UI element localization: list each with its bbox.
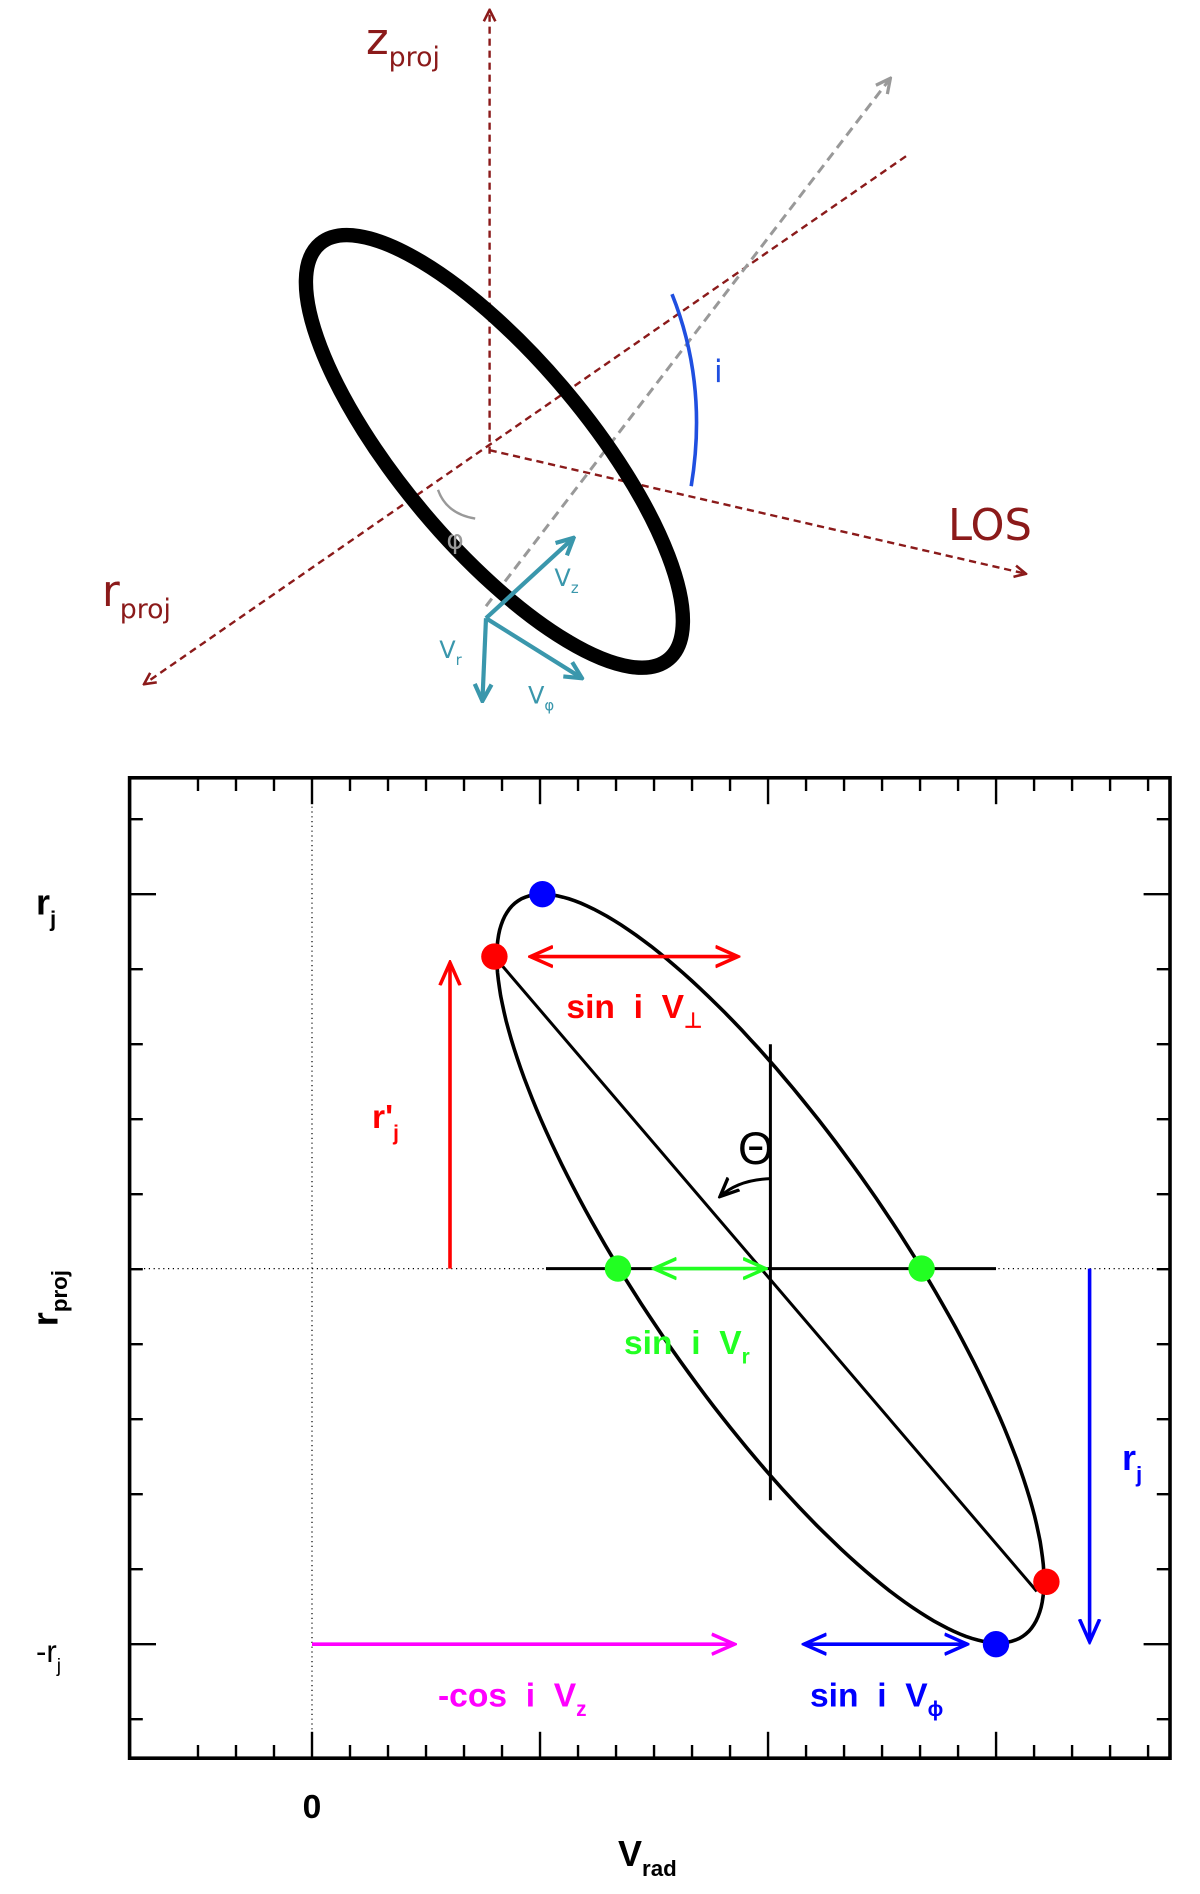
v-z-label: -cos i Vz <box>438 1678 587 1722</box>
v-z-label: Vz <box>554 564 578 597</box>
x-axis-label: Vrad <box>618 1833 677 1881</box>
v-z-vector <box>484 538 574 620</box>
y-tick-label: rj <box>36 882 56 932</box>
ticks <box>129 777 1170 1759</box>
z-proj-label: zproj <box>366 15 440 73</box>
v-perp-label: sin i V⊥ <box>566 989 702 1033</box>
v-phi-label: sin i Vϕ <box>810 1678 943 1722</box>
phase-plot: Θ sin i V⊥ r'j sin i Vr rj -cos i Vz sin… <box>25 776 1172 1881</box>
los-axis <box>489 449 1026 574</box>
point <box>604 1255 632 1282</box>
ring <box>298 227 691 675</box>
r-proj-label: rproj <box>102 567 171 625</box>
r-proj-axis <box>144 155 907 684</box>
inclination-arc <box>670 293 699 487</box>
phi-arc <box>436 489 476 520</box>
v-r-label: sin i Vr <box>624 1325 750 1369</box>
r-j-label: rj <box>1122 1437 1142 1487</box>
point <box>1033 1568 1060 1595</box>
theta-arc <box>720 1179 771 1197</box>
y-axis-label: rproj <box>25 1270 73 1326</box>
v-r-vector <box>482 618 486 701</box>
major-axis <box>493 955 1038 1593</box>
r-prime-label: r'j <box>372 1099 399 1145</box>
point <box>982 1631 1010 1658</box>
point <box>481 943 508 970</box>
v-r-label: Vr <box>439 636 462 669</box>
v-phi-vector <box>484 616 582 678</box>
phi-label: φ <box>446 525 463 556</box>
geometry-sketch: zproj rproj LOS i φ Vz Vr Vφ <box>102 10 1032 715</box>
x-tick-label: 0 <box>303 1789 322 1826</box>
v-phi-label: Vφ <box>528 681 554 714</box>
theta-label: Θ <box>738 1123 773 1174</box>
y-tick-label: -rj <box>36 1634 61 1677</box>
point <box>908 1255 935 1282</box>
point <box>529 881 556 908</box>
inclination-label: i <box>714 354 723 390</box>
los-label: LOS <box>948 501 1032 551</box>
